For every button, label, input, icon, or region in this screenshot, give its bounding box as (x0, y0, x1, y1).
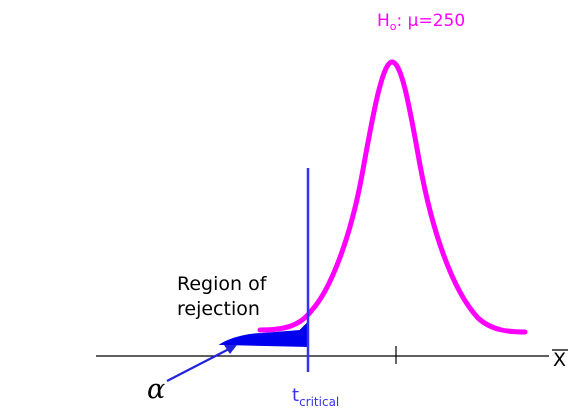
hypothesis-subscript: o (390, 20, 397, 33)
distribution-curve (257, 59, 528, 335)
t-critical-main: t (292, 385, 299, 406)
null-hypothesis-label: Ho: μ=250 (377, 11, 465, 33)
alpha-arrow-head (224, 345, 237, 354)
hypothesis-H: H (377, 11, 390, 31)
x-axis-label: X (553, 349, 566, 371)
region-label-line1: Region of (177, 273, 268, 295)
t-critical-subscript: critical (299, 395, 339, 409)
alpha-arrow-shaft (166, 348, 230, 382)
rejection-region-shading (218, 320, 309, 348)
t-critical-label: tcritical (292, 385, 339, 409)
alpha-symbol: α (147, 374, 165, 405)
hypothesis-rest: : μ=250 (397, 11, 466, 31)
region-label-line2: rejection (177, 298, 260, 320)
